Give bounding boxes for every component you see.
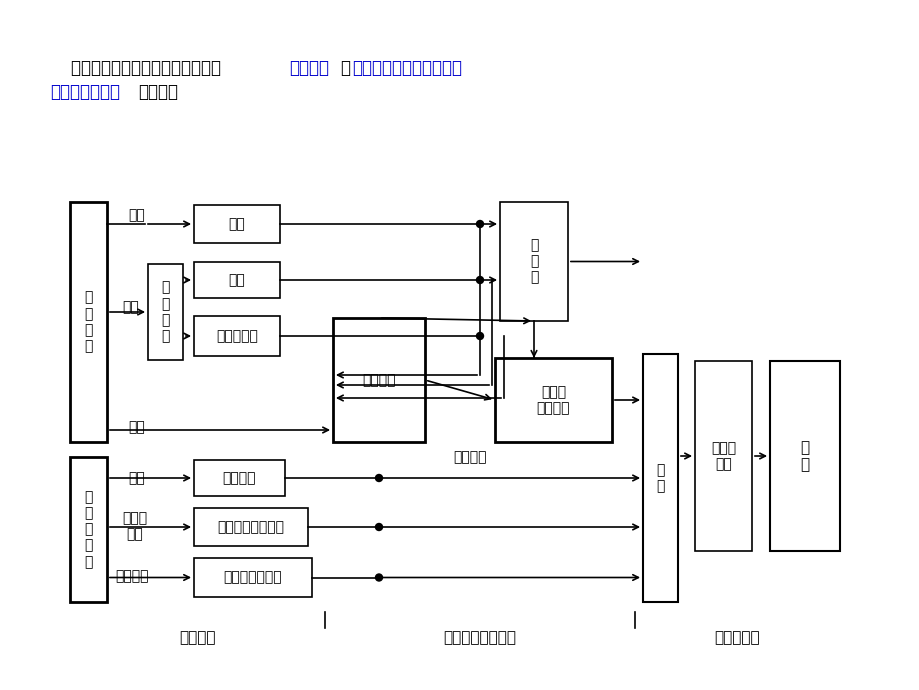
Text: 注塑、压塑、吹塑: 注塑、压塑、吹塑 <box>217 520 284 534</box>
Text: 冲压、锻造: 冲压、锻造 <box>216 329 257 343</box>
Text: 塑料、
橡胶: 塑料、 橡胶 <box>122 511 147 541</box>
Text: 焊接: 焊接 <box>229 273 245 287</box>
Text: 装配、调试: 装配、调试 <box>714 631 759 646</box>
Circle shape <box>476 333 483 339</box>
Bar <box>769 361 839 551</box>
Text: 炉料: 炉料 <box>128 208 144 222</box>
Text: 金
属
材
料: 金 属 材 料 <box>85 290 93 353</box>
Text: 热
处
理: 热 处 理 <box>529 238 538 285</box>
Text: 零件机械加工与热处理、: 零件机械加工与热处理、 <box>352 59 462 77</box>
Text: 粉末冶金: 粉末冶金 <box>222 471 256 485</box>
Text: 磨削、
特种加工: 磨削、 特种加工 <box>536 385 570 415</box>
Text: 等阶段。: 等阶段。 <box>138 83 178 101</box>
Bar <box>194 558 312 597</box>
Text: 型材: 型材 <box>122 300 139 314</box>
Text: 装
配: 装 配 <box>655 463 664 493</box>
Circle shape <box>375 574 382 581</box>
Text: 铸造: 铸造 <box>229 217 245 231</box>
Text: 复合材料: 复合材料 <box>115 569 148 583</box>
Text: 缠绕、快速成型: 缠绕、快速成型 <box>223 571 282 584</box>
Text: 直接机械生产过程可以大致可分为: 直接机械生产过程可以大致可分为 <box>50 59 221 77</box>
Text: 毛坯制造: 毛坯制造 <box>179 631 216 646</box>
Bar <box>194 262 279 298</box>
Bar <box>694 361 751 551</box>
Bar <box>194 205 279 243</box>
Text: 粉沫: 粉沫 <box>128 420 144 434</box>
Text: 机械加工及热处理: 机械加工及热处理 <box>443 631 516 646</box>
Bar <box>148 264 183 360</box>
Text: 机
器: 机 器 <box>800 440 809 472</box>
Bar <box>499 202 567 321</box>
Bar <box>194 508 308 546</box>
Text: 切削加工: 切削加工 <box>362 373 395 387</box>
Bar <box>642 354 677 602</box>
Circle shape <box>375 524 382 531</box>
Bar <box>194 460 285 496</box>
Bar <box>70 457 107 602</box>
Text: 机器装配和调试: 机器装配和调试 <box>50 83 119 101</box>
Bar <box>194 316 279 356</box>
Text: 、: 、 <box>339 59 349 77</box>
Text: 试验、
调试: 试验、 调试 <box>710 441 735 471</box>
Bar <box>494 358 611 442</box>
Circle shape <box>476 277 483 284</box>
Text: 陶瓷: 陶瓷 <box>128 471 144 485</box>
Text: 切
削
下
料: 切 削 下 料 <box>161 281 169 344</box>
Circle shape <box>476 221 483 228</box>
Text: 机械加工: 机械加工 <box>453 450 486 464</box>
Text: 毛坯制造: 毛坯制造 <box>289 59 329 77</box>
Bar <box>70 202 107 442</box>
Text: 非
金
属
材
料: 非 金 属 材 料 <box>85 490 93 569</box>
Bar <box>333 318 425 442</box>
Circle shape <box>375 475 382 482</box>
